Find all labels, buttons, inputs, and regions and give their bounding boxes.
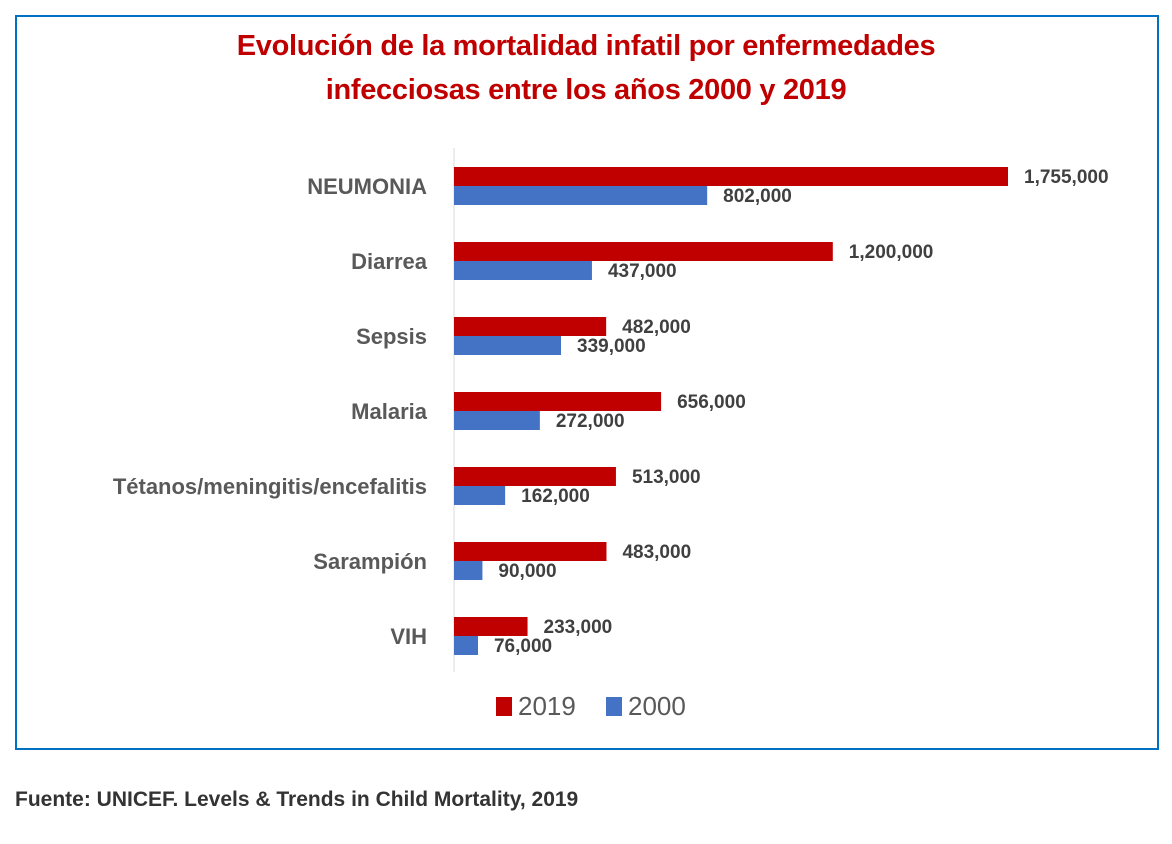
legend-label-2000: 2000 xyxy=(628,691,686,721)
data-label-2000: 76,000 xyxy=(494,636,552,657)
title-line-2: infecciosas entre los años 2000 y 2019 xyxy=(325,74,847,106)
source-note: Fuente: UNICEF. Levels & Trends in Child… xyxy=(15,788,579,811)
bar-2000 xyxy=(454,561,483,580)
data-label-2019: 483,000 xyxy=(622,542,691,563)
data-label-2019: 1,200,000 xyxy=(849,242,934,263)
chart-title: Evolución de la mortalidad infatil por e… xyxy=(0,24,1172,112)
bar-2019 xyxy=(454,392,662,411)
bar-chart: NEUMONIA 1,755,000 802,000 Diarrea 1,200,000… xyxy=(113,148,1109,721)
bar-2000 xyxy=(454,186,708,205)
data-label-2019: 1,755,000 xyxy=(1024,167,1109,188)
bar-2019 xyxy=(454,617,528,636)
data-label-2000: 162,000 xyxy=(521,486,590,507)
bar-2019 xyxy=(454,167,1008,186)
data-label-2000: 437,000 xyxy=(608,261,677,282)
bar-2000 xyxy=(454,261,592,280)
category-label: Malaria xyxy=(351,399,428,424)
legend-label-2019: 2019 xyxy=(518,691,576,721)
data-label-2000: 339,000 xyxy=(577,336,646,357)
bar-2000 xyxy=(454,486,506,505)
bar-2000 xyxy=(454,636,478,655)
bar-2019 xyxy=(454,317,607,336)
data-label-2000: 802,000 xyxy=(723,186,792,207)
category-label: Diarrea xyxy=(351,249,428,274)
data-label-2019: 513,000 xyxy=(632,467,701,488)
category-label: Sarampión xyxy=(313,549,427,574)
data-label-2019: 482,000 xyxy=(622,317,691,338)
category-label: VIH xyxy=(390,624,427,649)
bar-2019 xyxy=(454,542,607,561)
bar-2000 xyxy=(454,336,562,355)
bar-2019 xyxy=(454,467,616,486)
data-label-2000: 90,000 xyxy=(498,561,556,582)
category-label: Sepsis xyxy=(356,324,427,349)
title-line-1: Evolución de la mortalidad infatil por e… xyxy=(236,30,936,62)
data-label-2019: 656,000 xyxy=(677,392,746,413)
legend-swatch-2000 xyxy=(606,697,622,716)
bar-2000 xyxy=(454,411,540,430)
chart-frame xyxy=(15,15,1159,750)
bar-2019 xyxy=(454,242,833,261)
category-label: NEUMONIA xyxy=(307,174,427,199)
legend-swatch-2019 xyxy=(496,697,512,716)
data-label-2000: 272,000 xyxy=(556,411,625,432)
data-label-2019: 233,000 xyxy=(544,617,613,638)
category-label: Tétanos/meningitis/encefalitis xyxy=(113,474,427,499)
